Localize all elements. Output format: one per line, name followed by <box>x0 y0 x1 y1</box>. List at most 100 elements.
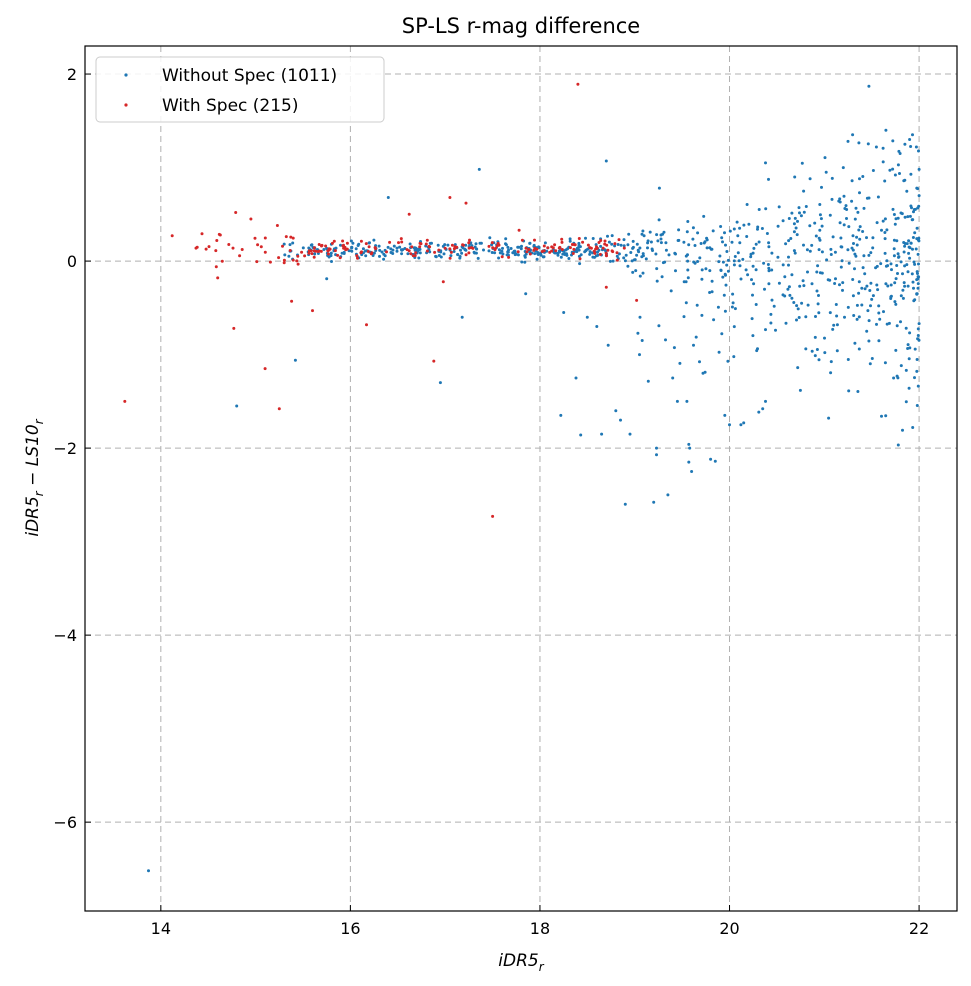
data-point <box>687 442 691 446</box>
data-point <box>761 407 765 411</box>
data-point <box>388 240 392 244</box>
data-point <box>914 247 918 251</box>
data-point <box>543 241 547 245</box>
data-point <box>536 252 540 256</box>
data-point <box>291 258 295 262</box>
chart-title: SP-LS r-mag difference <box>402 14 640 38</box>
data-point <box>594 254 598 258</box>
data-point <box>427 244 431 248</box>
data-point <box>517 228 521 232</box>
data-point <box>875 322 878 326</box>
data-point <box>846 248 850 252</box>
data-point <box>767 269 771 273</box>
data-point <box>477 167 481 171</box>
data-point <box>418 245 422 249</box>
data-point <box>615 251 619 255</box>
data-point <box>915 369 919 373</box>
data-point <box>333 249 337 253</box>
data-point <box>395 246 399 250</box>
data-point <box>916 334 920 337</box>
data-point <box>769 312 773 316</box>
data-point <box>641 254 645 258</box>
data-point <box>738 241 742 245</box>
data-point <box>493 248 497 252</box>
data-point <box>916 384 920 388</box>
data-point <box>816 264 820 268</box>
data-point <box>593 251 597 255</box>
data-point <box>413 254 417 258</box>
data-point <box>906 343 910 347</box>
legend-marker-with-spec <box>124 103 128 107</box>
data-point <box>875 264 879 268</box>
x-axis-label: iDR5r <box>498 951 544 974</box>
data-point <box>895 239 899 243</box>
data-point <box>696 260 700 263</box>
data-point <box>696 231 700 235</box>
data-point <box>491 514 495 518</box>
data-point <box>648 230 652 234</box>
data-point <box>857 347 861 351</box>
data-point <box>731 301 735 305</box>
y-tick-label: −2 <box>53 439 77 458</box>
data-point <box>559 255 563 259</box>
data-point <box>307 249 311 253</box>
data-point <box>839 245 843 249</box>
data-point <box>341 239 345 243</box>
data-point <box>443 246 447 250</box>
data-point <box>911 236 915 239</box>
data-point <box>214 265 218 269</box>
data-point <box>327 252 330 256</box>
data-point <box>651 249 654 252</box>
data-point <box>338 256 342 260</box>
data-point <box>690 470 694 473</box>
data-point <box>684 301 688 305</box>
data-point <box>804 347 808 351</box>
data-point <box>603 239 607 243</box>
data-point <box>781 293 785 297</box>
data-point <box>800 161 804 165</box>
data-point <box>855 317 859 321</box>
data-point <box>326 249 330 253</box>
data-point <box>874 145 878 149</box>
data-point <box>604 159 608 163</box>
data-point <box>916 327 920 331</box>
data-point <box>589 246 593 250</box>
data-point <box>344 248 348 252</box>
data-point <box>464 253 468 257</box>
data-point <box>889 262 893 266</box>
data-point <box>790 296 794 300</box>
data-point <box>617 252 621 256</box>
data-point <box>712 318 716 322</box>
data-point <box>678 361 682 365</box>
data-point <box>695 303 699 307</box>
data-point <box>631 239 635 243</box>
data-point <box>622 246 626 250</box>
data-point <box>303 254 307 258</box>
data-point <box>705 236 709 240</box>
data-point <box>915 186 919 190</box>
data-point <box>764 328 767 332</box>
data-point <box>710 290 714 294</box>
data-point <box>834 277 837 281</box>
data-point <box>616 243 620 246</box>
data-point <box>760 227 764 230</box>
data-point <box>861 175 865 178</box>
data-point <box>359 239 363 243</box>
data-point <box>574 248 578 252</box>
data-point <box>897 149 901 153</box>
data-point <box>829 371 833 375</box>
data-point <box>894 277 898 281</box>
data-point <box>686 259 690 263</box>
data-point <box>916 282 920 286</box>
data-point <box>263 236 267 240</box>
data-point <box>560 237 564 241</box>
data-point <box>238 254 242 258</box>
data-point <box>438 381 442 385</box>
data-point <box>638 315 642 319</box>
data-point <box>577 237 581 240</box>
data-point <box>290 299 294 303</box>
data-point <box>671 376 675 380</box>
data-point <box>493 251 497 255</box>
data-point <box>591 255 595 259</box>
data-point <box>853 217 857 221</box>
